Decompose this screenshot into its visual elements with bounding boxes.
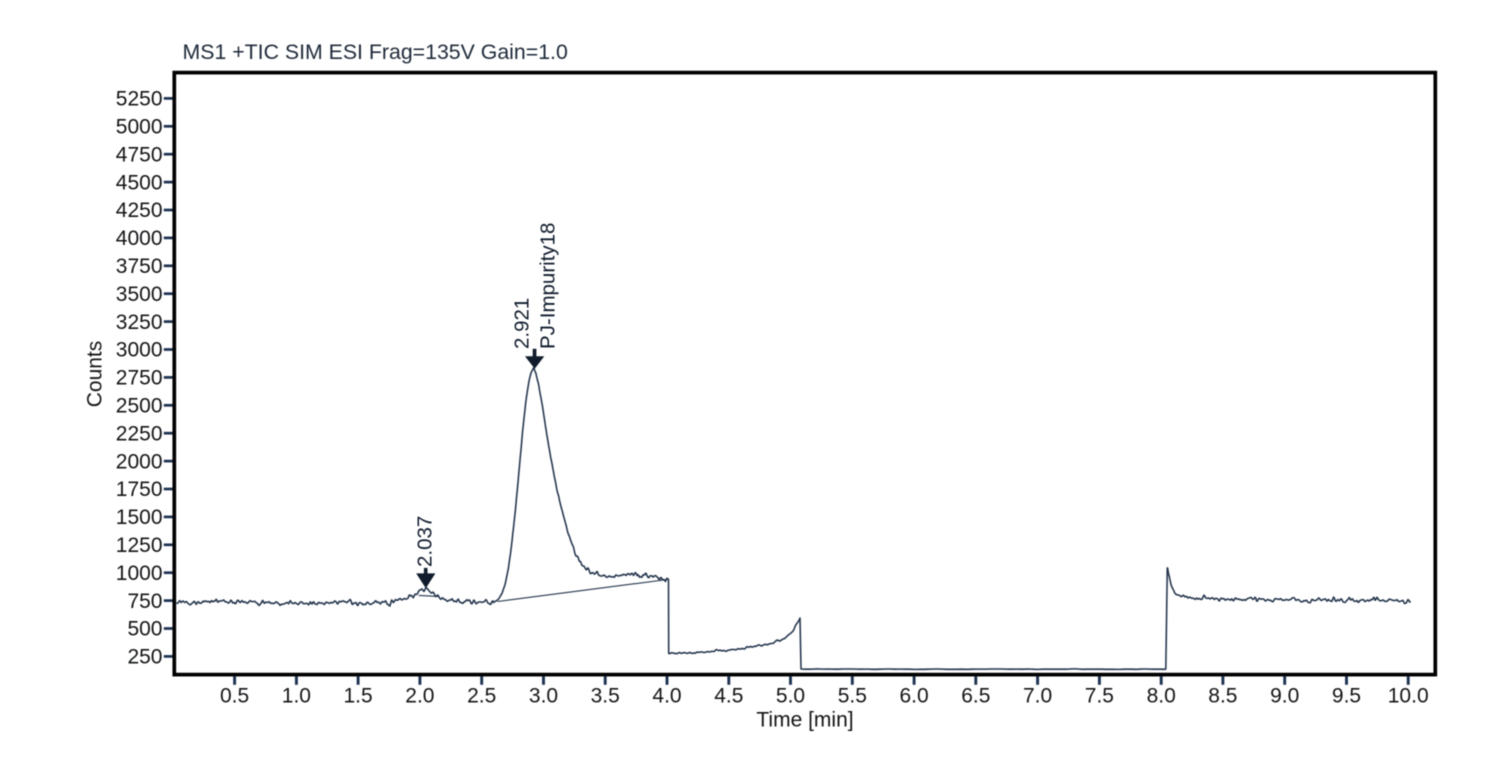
svg-text:5.0: 5.0 bbox=[776, 685, 805, 708]
svg-text:1.5: 1.5 bbox=[343, 685, 372, 708]
svg-text:4.0: 4.0 bbox=[652, 685, 681, 708]
svg-text:9.5: 9.5 bbox=[1332, 685, 1361, 708]
svg-text:Counts: Counts bbox=[83, 341, 106, 408]
svg-text:4000: 4000 bbox=[116, 227, 163, 250]
svg-text:5250: 5250 bbox=[116, 88, 163, 111]
svg-text:4500: 4500 bbox=[116, 171, 163, 194]
svg-text:4.5: 4.5 bbox=[714, 685, 743, 708]
svg-text:3000: 3000 bbox=[116, 339, 163, 362]
svg-text:1250: 1250 bbox=[116, 534, 163, 557]
svg-text:7.0: 7.0 bbox=[1023, 685, 1052, 708]
svg-text:250: 250 bbox=[127, 646, 162, 669]
svg-text:8.0: 8.0 bbox=[1147, 685, 1176, 708]
svg-text:3.0: 3.0 bbox=[529, 685, 558, 708]
svg-text:3.5: 3.5 bbox=[591, 685, 620, 708]
svg-text:6.5: 6.5 bbox=[961, 685, 990, 708]
svg-text:0.5: 0.5 bbox=[220, 685, 249, 708]
svg-text:9.0: 9.0 bbox=[1270, 685, 1299, 708]
svg-text:2.037: 2.037 bbox=[414, 516, 437, 567]
svg-text:3250: 3250 bbox=[116, 311, 163, 334]
svg-text:1.0: 1.0 bbox=[282, 685, 311, 708]
svg-text:8.5: 8.5 bbox=[1208, 685, 1237, 708]
svg-text:2.5: 2.5 bbox=[467, 685, 496, 708]
svg-text:750: 750 bbox=[127, 590, 162, 613]
svg-text:2750: 2750 bbox=[116, 367, 163, 390]
svg-text:3500: 3500 bbox=[116, 283, 163, 306]
svg-text:1500: 1500 bbox=[116, 506, 163, 529]
svg-text:MS1 +TIC SIM ESI Frag=135V Gai: MS1 +TIC SIM ESI Frag=135V Gain=1.0 bbox=[183, 40, 568, 64]
svg-text:3750: 3750 bbox=[116, 255, 163, 278]
svg-text:2500: 2500 bbox=[116, 395, 163, 418]
svg-text:Time [min]: Time [min] bbox=[756, 709, 853, 732]
svg-text:10.0: 10.0 bbox=[1388, 685, 1429, 708]
svg-text:1750: 1750 bbox=[116, 478, 163, 501]
svg-text:2.0: 2.0 bbox=[405, 685, 434, 708]
svg-text:500: 500 bbox=[127, 618, 162, 641]
svg-text:7.5: 7.5 bbox=[1085, 685, 1114, 708]
svg-text:6.0: 6.0 bbox=[899, 685, 928, 708]
svg-text:4750: 4750 bbox=[116, 143, 163, 166]
svg-text:2000: 2000 bbox=[116, 450, 163, 473]
svg-text:2250: 2250 bbox=[116, 422, 163, 445]
svg-text:1000: 1000 bbox=[116, 562, 163, 585]
svg-text:5000: 5000 bbox=[116, 116, 163, 139]
svg-text:5.5: 5.5 bbox=[838, 685, 867, 708]
svg-text:4250: 4250 bbox=[116, 199, 163, 222]
